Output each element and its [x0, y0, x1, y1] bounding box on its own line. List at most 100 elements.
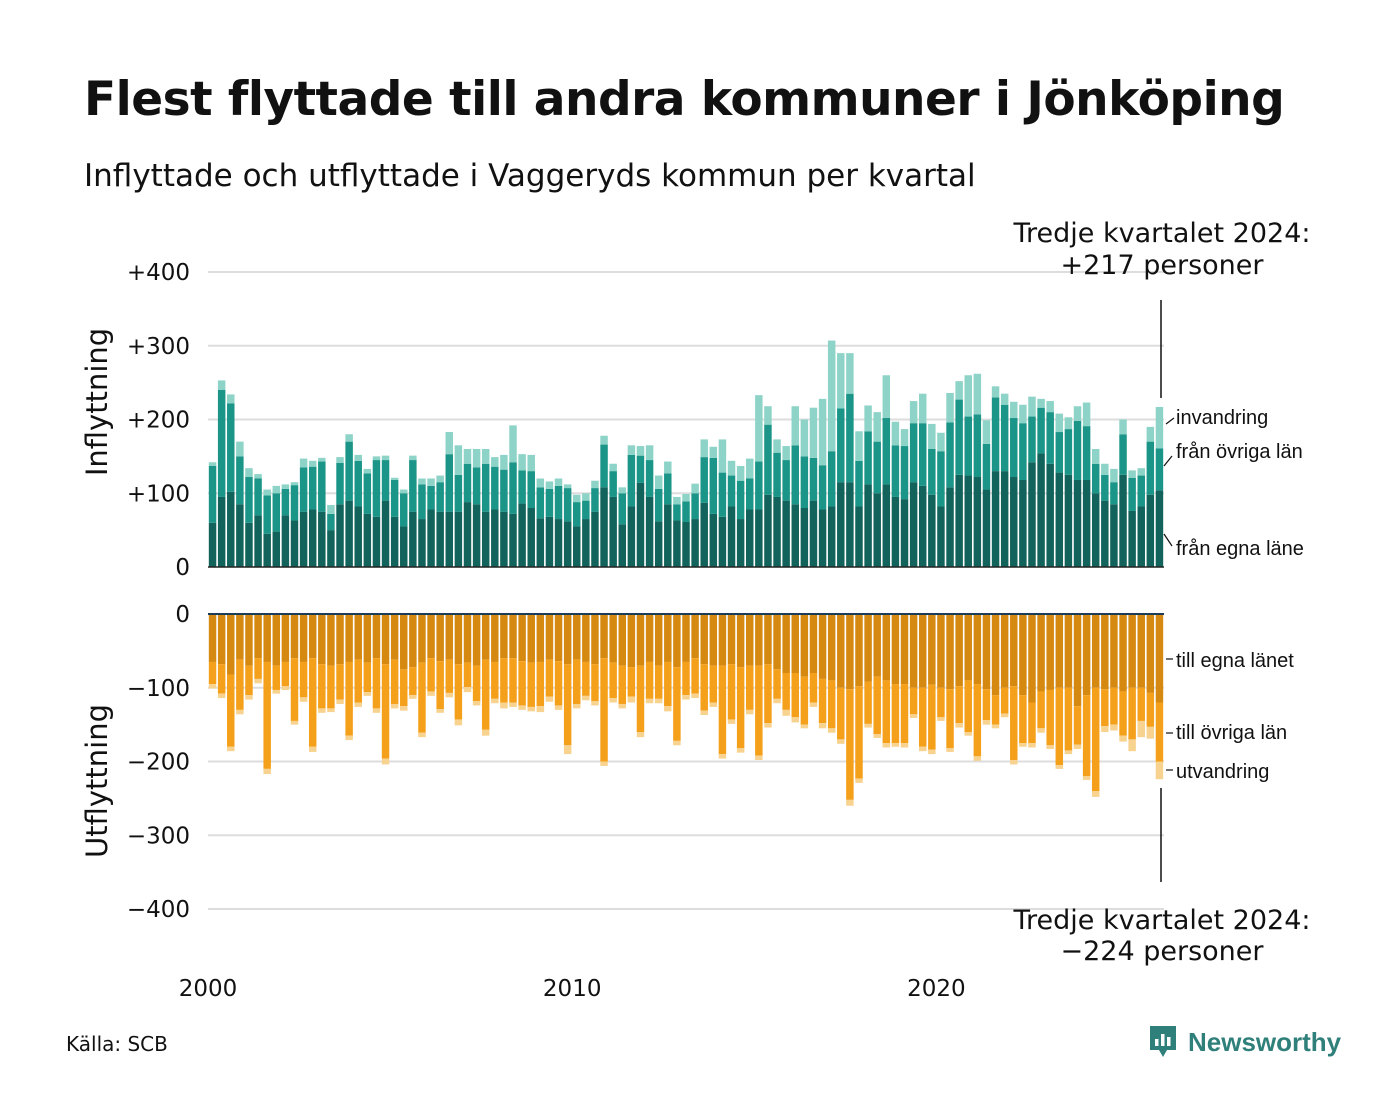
- bar-out-emig: [245, 695, 253, 700]
- bar-out-other: [718, 665, 727, 755]
- bar-out-emig: [636, 732, 645, 738]
- bar-in-own: [372, 516, 381, 567]
- bar-in-immig: [991, 386, 1000, 398]
- chart-title: Flest flyttade till andra kommuner i Jön…: [84, 72, 1285, 127]
- bar-in-immig: [582, 493, 590, 501]
- bar-in-other: [463, 463, 472, 503]
- bar-in-own: [973, 477, 982, 567]
- ytick-in: 0: [175, 555, 190, 581]
- bar-in-other: [381, 460, 390, 501]
- annotation-bottom-line2: −224 personer: [1060, 936, 1264, 967]
- bar-out-emig: [627, 696, 636, 703]
- bar-in-other: [400, 493, 408, 527]
- bar-in-immig: [937, 432, 945, 452]
- bar-in-own: [217, 496, 226, 567]
- bar-in-own: [1010, 477, 1018, 567]
- bar-in-immig: [818, 398, 827, 466]
- bar-in-other: [855, 460, 863, 507]
- bar-out-emig: [1128, 739, 1136, 752]
- bar-in-immig: [1028, 396, 1036, 417]
- bar-out-other: [536, 661, 545, 707]
- bar-in-immig: [882, 375, 891, 419]
- bar-out-emig: [1064, 750, 1073, 755]
- bar-in-own: [1146, 494, 1155, 568]
- bar-in-other: [846, 393, 854, 483]
- bar-out-other: [445, 659, 454, 693]
- bar-out-other: [272, 665, 281, 690]
- bar-in-immig: [390, 477, 399, 480]
- bar-in-own: [454, 511, 463, 567]
- bar-out-emig: [308, 746, 317, 752]
- bar-out-emig: [299, 697, 308, 702]
- bar-out-own: [582, 614, 590, 662]
- bar-out-own: [400, 614, 408, 670]
- bar-in-own: [236, 504, 244, 567]
- bar-out-other: [818, 678, 827, 724]
- bar-in-own: [263, 533, 271, 567]
- bar-in-own: [627, 506, 636, 567]
- bar-in-immig: [509, 425, 517, 463]
- bar-in-own: [272, 531, 281, 567]
- bar-out-emig: [545, 696, 554, 702]
- bar-in-own: [818, 509, 827, 568]
- bar-out-other: [400, 669, 408, 707]
- bar-in-immig: [746, 458, 754, 479]
- bar-in-immig: [227, 394, 235, 404]
- bar-out-emig: [445, 692, 454, 698]
- bar-in-other: [1082, 426, 1091, 480]
- bar-in-immig: [381, 455, 390, 461]
- bar-out-own: [645, 614, 654, 662]
- bar-in-immig: [290, 482, 299, 486]
- bar-in-own: [1128, 510, 1136, 567]
- bar-out-emig: [1037, 728, 1045, 733]
- bar-out-own: [1101, 614, 1109, 690]
- bar-in-immig: [827, 340, 836, 452]
- bar-out-emig: [855, 778, 863, 783]
- leader-line: [1163, 455, 1173, 467]
- bar-in-immig: [400, 489, 408, 494]
- bar-out-other: [509, 658, 517, 703]
- bar-out-own: [636, 614, 645, 666]
- bar-out-own: [736, 614, 745, 668]
- bar-in-immig: [809, 407, 818, 458]
- bar-in-own: [245, 522, 253, 567]
- newsworthy-logo: Newsworthy: [1148, 1024, 1341, 1060]
- bar-out-emig: [664, 706, 672, 712]
- bar-out-other: [299, 661, 308, 698]
- bar-in-other: [1073, 420, 1082, 480]
- bar-in-own: [208, 522, 217, 567]
- bar-out-own: [436, 614, 444, 662]
- bar-out-own: [372, 614, 381, 659]
- bar-in-own: [918, 485, 927, 568]
- bar-in-other: [1146, 441, 1155, 495]
- bar-in-other: [946, 422, 954, 488]
- bar-out-emig: [682, 695, 690, 700]
- bar-in-other: [764, 424, 772, 495]
- bar-out-other: [527, 662, 535, 707]
- bar-in-own: [591, 511, 599, 567]
- bar-in-other: [254, 478, 262, 516]
- label-till-ovriga-lan: till övriga län: [1176, 722, 1287, 744]
- bar-out-emig: [272, 689, 281, 694]
- bar-out-emig: [736, 748, 745, 753]
- bar-out-emig: [236, 709, 244, 715]
- bar-out-other: [263, 661, 271, 769]
- bar-out-emig: [800, 724, 809, 729]
- bar-in-immig: [609, 463, 617, 472]
- bar-in-immig: [208, 462, 217, 466]
- bar-out-own: [390, 614, 399, 660]
- ylabel-inflyttning: Inflyttning: [80, 328, 114, 476]
- bar-in-own: [618, 524, 626, 568]
- bar-in-other: [217, 390, 226, 497]
- bar-out-emig: [673, 740, 681, 746]
- bar-out-own: [327, 614, 335, 666]
- bar-out-emig: [891, 743, 900, 747]
- bar-in-other: [454, 474, 463, 512]
- bar-in-immig: [900, 429, 909, 447]
- bar-in-own: [1137, 506, 1145, 567]
- bar-out-other: [518, 661, 526, 706]
- bar-in-other: [800, 456, 809, 509]
- bar-in-other: [518, 470, 526, 504]
- bar-out-emig: [1019, 743, 1027, 747]
- bar-in-immig: [755, 395, 763, 462]
